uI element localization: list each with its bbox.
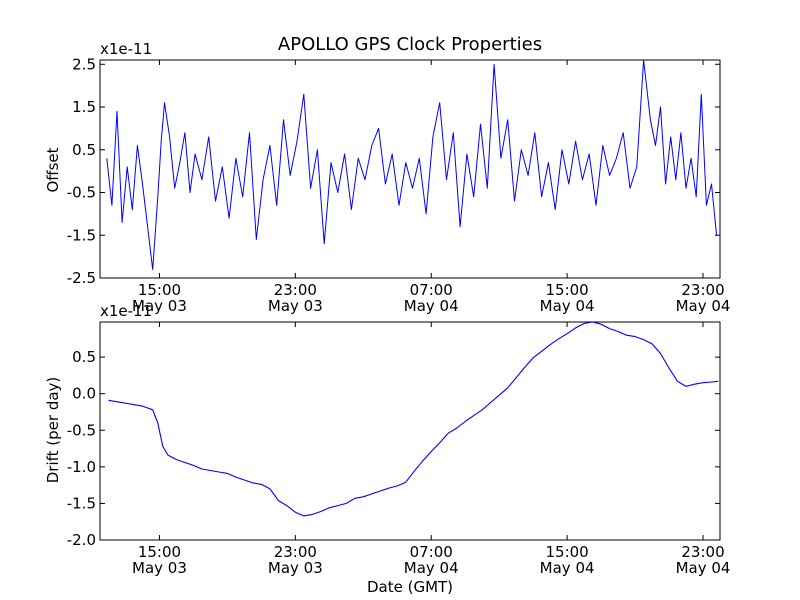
offset-x-tick-label-date: May 03 [132, 297, 187, 315]
drift-x-tick-label-time: 15:00 [138, 543, 181, 561]
offset-x-tick-label-time: 15:00 [138, 281, 181, 299]
offset-x-tick-label-date: May 03 [268, 297, 323, 315]
offset-x-tick-label-time: 15:00 [546, 281, 589, 299]
drift-y-axis-label: Drift (per day) [44, 377, 62, 484]
drift-y-tick-label: -0.5 [67, 421, 96, 439]
offset-multiplier-label: x1e-11 [100, 40, 152, 58]
drift-series-line [108, 322, 719, 517]
offset-y-tick-label: -2.5 [67, 269, 96, 287]
drift-x-tick-label-time: 15:00 [546, 543, 589, 561]
offset-series-line [106, 60, 718, 270]
offset-y-tick-label: -1.5 [67, 226, 96, 244]
drift-x-tick-label-time: 07:00 [410, 543, 453, 561]
drift-x-tick-label-date: May 04 [404, 559, 459, 577]
drift-y-tick-label: 0.5 [72, 348, 96, 366]
offset-x-tick-label-date: May 04 [404, 297, 459, 315]
offset-x-tick-label-time: 23:00 [681, 281, 724, 299]
drift-x-tick-label-date: May 03 [268, 559, 323, 577]
offset-x-tick-label-date: May 04 [540, 297, 595, 315]
offset-panel: x1e-11 Offset -2.5 -1.5 -0.5 0.5 1.5 2.5 15:00… [44, 40, 730, 315]
offset-y-tick-label: 1.5 [72, 98, 96, 116]
figure-title: APOLLO GPS Clock Properties [278, 34, 542, 55]
offset-y-axis-label: Offset [44, 147, 62, 192]
drift-x-tick-label-time: 23:00 [681, 543, 724, 561]
offset-x-tick-label-date: May 04 [676, 297, 731, 315]
drift-y-tick-label: -1.0 [67, 458, 96, 476]
drift-x-tick-label-date: May 03 [132, 559, 187, 577]
shared-x-axis-label: Date (GMT) [367, 578, 453, 596]
drift-y-tick-label: 0.0 [72, 385, 96, 403]
offset-y-tick-label: -0.5 [67, 184, 96, 202]
drift-x-tick-label-time: 23:00 [274, 543, 317, 561]
drift-y-tick-label: -2.0 [67, 531, 96, 549]
offset-x-tick-label-time: 23:00 [274, 281, 317, 299]
drift-y-tick-label: -1.5 [67, 494, 96, 512]
offset-y-tick-label: 2.5 [72, 55, 96, 73]
drift-x-tick-label-date: May 04 [540, 559, 595, 577]
offset-y-tick-label: 0.5 [72, 141, 96, 159]
drift-panel: x1e-11 Drift (per day) -2.0 -1.5 -1.0 -0.5 0… [44, 302, 730, 577]
drift-axes-frame [99, 321, 721, 541]
offset-axes-frame [99, 59, 721, 279]
drift-multiplier-label: x1e-11 [100, 302, 152, 320]
drift-x-tick-label-date: May 04 [676, 559, 731, 577]
offset-x-tick-label-time: 07:00 [410, 281, 453, 299]
